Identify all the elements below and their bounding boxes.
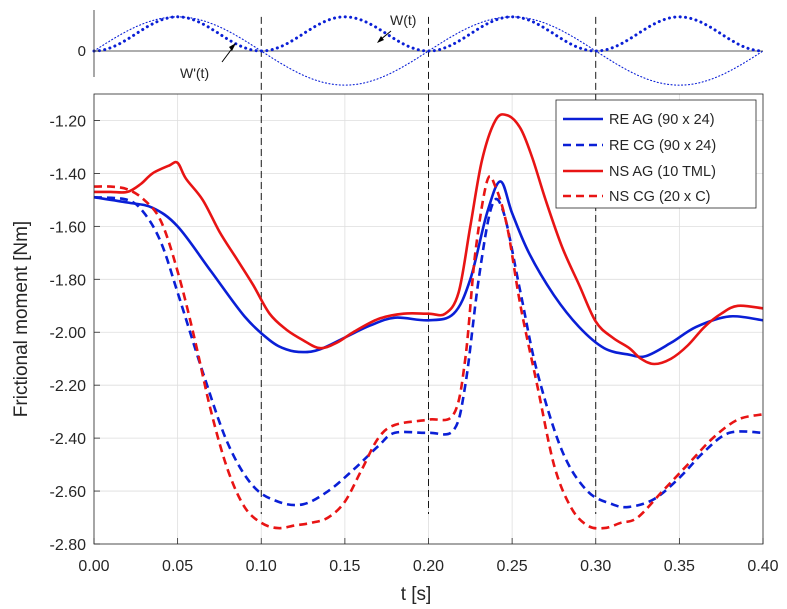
annotation-w-label: W(t): [390, 12, 416, 28]
y-tick-label: -2.60: [50, 484, 87, 501]
y-tick-label: -1.60: [50, 219, 87, 236]
x-tick-label: 0.15: [329, 558, 360, 575]
x-tick-label: 0.30: [580, 558, 611, 575]
x-tick-label: 0.40: [747, 558, 778, 575]
y-tick-label: -2.80: [50, 537, 87, 554]
y-tick-label: -2.00: [50, 325, 87, 342]
y-tick-label: -2.20: [50, 378, 87, 395]
y-tick-label: -1.20: [50, 113, 87, 130]
x-tick-label: 0.05: [162, 558, 193, 575]
x-tick-label: 0.25: [497, 558, 528, 575]
legend-label-ns-ag: NS AG (10 TML): [609, 164, 716, 180]
legend-label-re-cg: RE CG (90 x 24): [609, 138, 716, 154]
y-tick-label: -1.40: [50, 166, 87, 183]
x-tick-label: 0.35: [664, 558, 695, 575]
y-axis-label: Frictional moment [Nm]: [11, 221, 32, 417]
legend-label-ns-cg: NS CG (20 x C): [609, 189, 711, 205]
x-tick-label: 0.10: [246, 558, 277, 575]
y-tick-label: -1.80: [50, 272, 87, 289]
legend-label-re-ag: RE AG (90 x 24): [609, 112, 715, 128]
x-tick-label: 0.00: [78, 558, 109, 575]
annotation-wprime-label: W'(t): [180, 65, 209, 81]
main-subplot: 0.00 0.05 0.10 0.15 0.20 0.25 0.30 0.35 0.40 -1.…: [11, 94, 779, 605]
y-tick-label: -2.40: [50, 431, 87, 448]
x-tick-label: 0.20: [413, 558, 444, 575]
x-axis-label: t [s]: [401, 584, 432, 605]
legend: RE AG (90 x 24) RE CG (90 x 24) NS AG (1…: [556, 100, 756, 208]
top-y-tick-label: 0: [78, 43, 86, 60]
